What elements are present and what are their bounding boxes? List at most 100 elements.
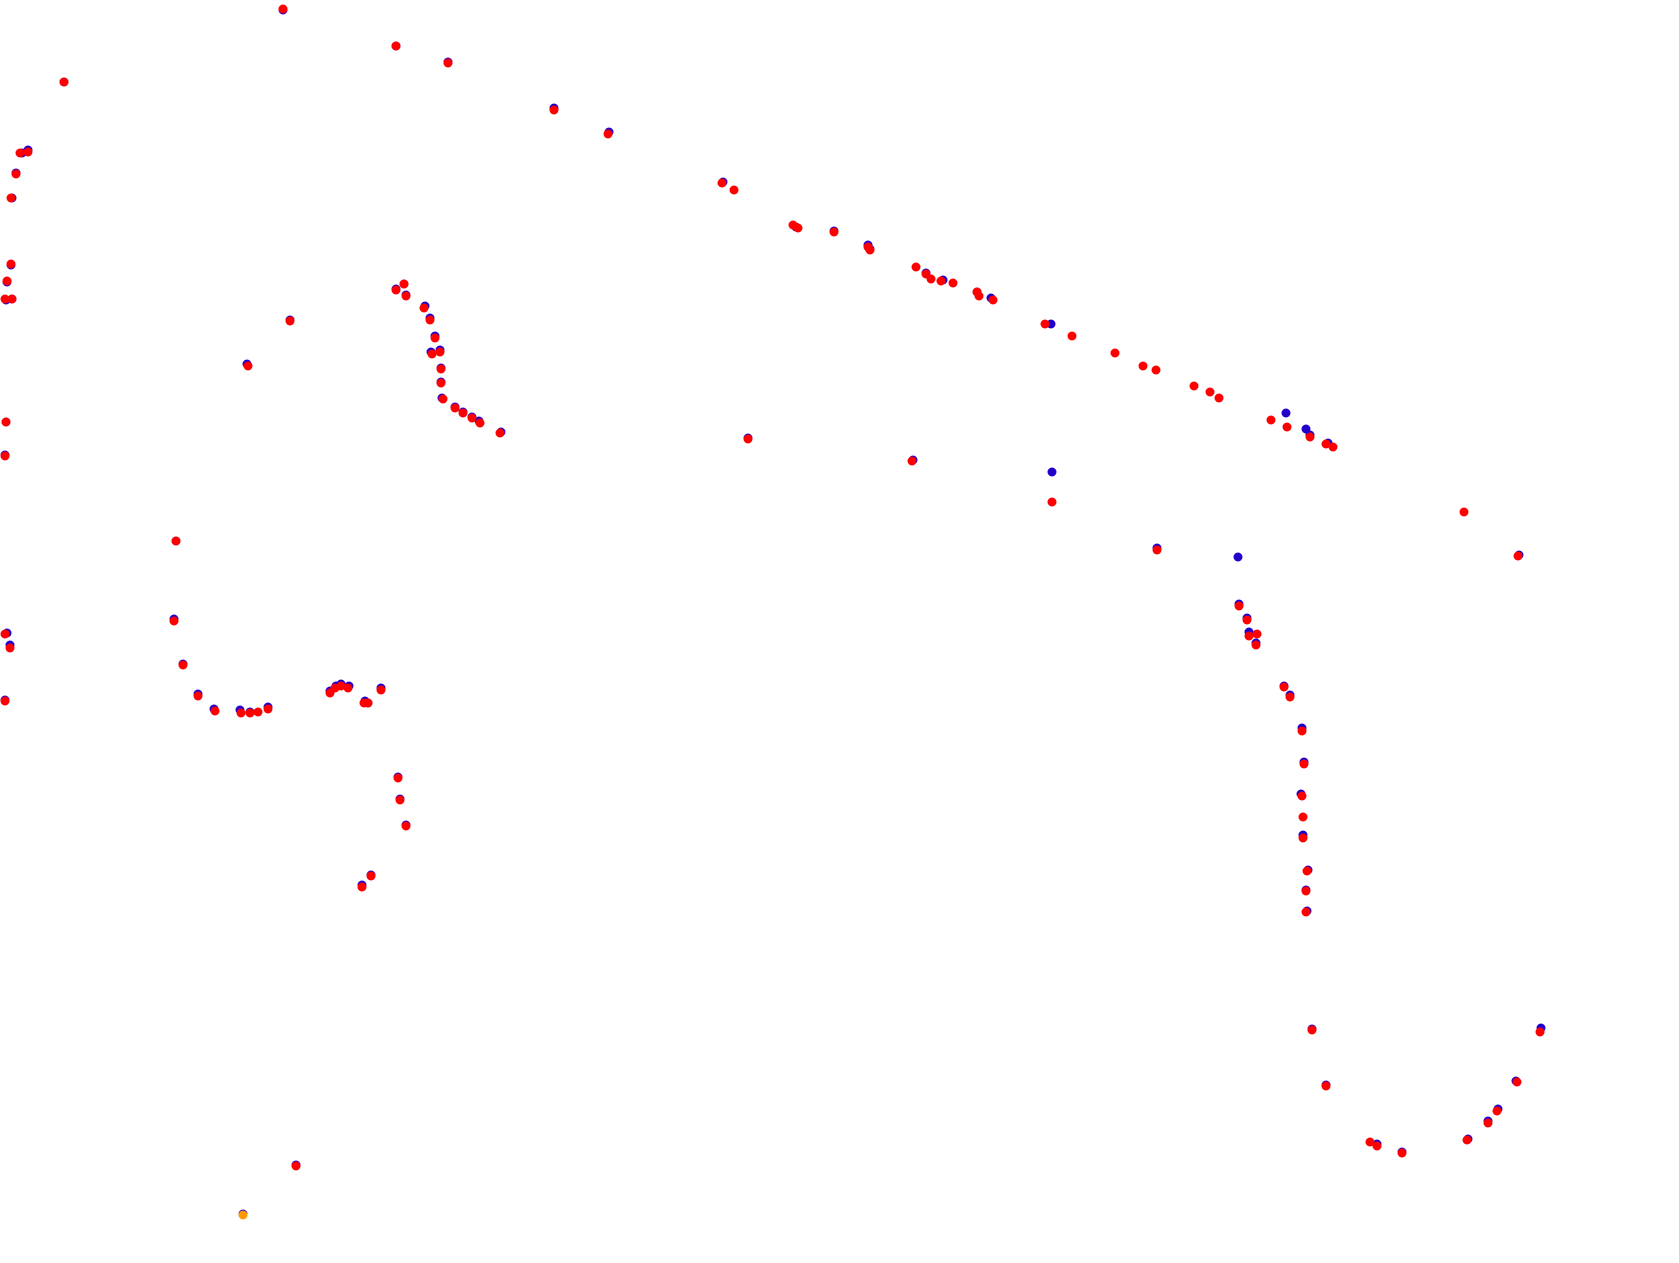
scatter-point-s1-29 — [1040, 319, 1050, 329]
scatter-point-s1-82 — [1279, 682, 1289, 692]
scatter-point-s1-99 — [1492, 1106, 1502, 1116]
scatter-point-s1-114 — [401, 821, 411, 831]
scatter-point-s1-64 — [436, 378, 446, 388]
scatter-point-s1-52 — [245, 708, 255, 718]
scatter-point-s1-112 — [393, 773, 403, 783]
scatter-point-s1-98 — [1483, 1118, 1493, 1128]
scatter-point-s1-102 — [0, 629, 10, 639]
scatter-point-s1-85 — [1299, 759, 1309, 769]
scatter-point-s1-72 — [907, 456, 917, 466]
scatter-point-s1-61 — [427, 349, 437, 359]
scatter-point-s1-115 — [366, 871, 376, 881]
scatter-point-s1-15 — [729, 185, 739, 195]
scatter-point-s1-17 — [793, 223, 803, 233]
scatter-point-s1-97 — [1462, 1135, 1472, 1145]
scatter-point-s1-9 — [2, 276, 12, 286]
scatter-point-s1-51 — [236, 708, 246, 718]
scatter-point-s1-46 — [171, 536, 181, 546]
scatter-point-s0-54 — [1047, 467, 1057, 477]
scatter-point-s1-58 — [419, 303, 429, 313]
scatter-point-s1-67 — [458, 408, 468, 418]
scatter-point-s1-96 — [1397, 1148, 1407, 1158]
scatter-point-s1-56 — [399, 279, 409, 289]
scatter-point-s1-25 — [948, 278, 958, 288]
scatter-point-s1-113 — [395, 795, 405, 805]
scatter-point-s1-38 — [1282, 422, 1292, 432]
scatter-point-s1-80 — [1252, 629, 1262, 639]
scatter-point-s1-71 — [743, 434, 753, 444]
scatter-point-s1-75 — [1459, 507, 1469, 517]
scatter-point-s1-44 — [1, 417, 11, 427]
scatter-point-s1-5 — [15, 148, 25, 158]
scatter-point-s1-43 — [243, 361, 253, 371]
scatter-point-s1-14 — [717, 178, 727, 188]
scatter-point-s1-45 — [0, 451, 10, 461]
scatter-point-s1-0 — [278, 4, 288, 14]
scatter-point-s2-0 — [238, 1210, 248, 1220]
scatter-point-s1-77 — [1234, 601, 1244, 611]
scatter-point-s1-110 — [363, 698, 373, 708]
scatter-point-s1-117 — [291, 1161, 301, 1171]
scatter-point-s1-48 — [178, 660, 188, 670]
points-layer — [0, 4, 1546, 1220]
scatter-point-s1-76 — [1513, 551, 1523, 561]
scatter-point-s1-81 — [1251, 640, 1261, 650]
scatter-point-s1-27 — [974, 291, 984, 301]
scatter-point-s1-104 — [0, 696, 10, 706]
scatter-point-s1-78 — [1242, 615, 1252, 625]
scatter-point-s1-88 — [1298, 833, 1308, 843]
scatter-point-s1-6 — [11, 169, 21, 179]
scatter-point-s1-13 — [603, 129, 613, 139]
scatter-point-s1-90 — [1301, 886, 1311, 896]
scatter-point-s1-66 — [450, 403, 460, 413]
scatter-point-s1-11 — [0, 294, 10, 304]
scatter-point-s1-49 — [193, 691, 203, 701]
scatter-point-s1-57 — [401, 291, 411, 301]
scatter-point-s1-108 — [343, 683, 353, 693]
scatter-point-s1-65 — [438, 394, 448, 404]
scatter-point-s1-100 — [1512, 1077, 1522, 1087]
scatter-point-s1-116 — [357, 882, 367, 892]
scatter-point-s1-107 — [336, 681, 346, 691]
scatter-point-s1-89 — [1302, 866, 1312, 876]
scatter-point-s1-32 — [1138, 361, 1148, 371]
scatter-point-s1-12 — [549, 105, 559, 115]
scatter-point-s1-92 — [1307, 1025, 1317, 1035]
scatter-point-s1-83 — [1285, 692, 1295, 702]
scatter-point-s1-20 — [865, 245, 875, 255]
scatter-point-s1-68 — [467, 413, 477, 423]
scatter-point-s1-79 — [1244, 631, 1254, 641]
scatter-point-s1-69 — [475, 418, 485, 428]
scatter-point-s1-62 — [435, 347, 445, 357]
scatter-point-s1-70 — [495, 428, 505, 438]
scatter-point-s1-84 — [1297, 726, 1307, 736]
scatter-point-s1-4 — [23, 147, 33, 157]
scatter-point-s1-101 — [1535, 1027, 1545, 1037]
scatter-point-s1-41 — [1328, 442, 1338, 452]
scatter-point-s1-40 — [1321, 439, 1331, 449]
scatter-point-s0-57 — [1281, 408, 1291, 418]
scatter-point-s1-47 — [169, 616, 179, 626]
scatter-point-s1-111 — [376, 685, 386, 695]
scatter-point-s1-30 — [1067, 331, 1077, 341]
scatter-point-s1-8 — [6, 259, 16, 269]
scatter-point-s1-54 — [263, 704, 273, 714]
scatter-point-s1-50 — [210, 706, 220, 716]
scatter-point-s1-37 — [1266, 415, 1276, 425]
scatter-point-s1-91 — [1301, 907, 1311, 917]
scatter-point-s1-34 — [1189, 381, 1199, 391]
scatter-point-s1-2 — [443, 58, 453, 68]
scatter-point-s1-35 — [1205, 387, 1215, 397]
scatter-point-s1-7 — [6, 193, 16, 203]
scatter-point-s1-24 — [936, 276, 946, 286]
scatter-point-s1-55 — [391, 285, 401, 295]
scatter-point-s1-28 — [988, 295, 998, 305]
scatter-point-s1-103 — [5, 643, 15, 653]
scatter-point-s0-56 — [1233, 552, 1243, 562]
scatter-point-s1-53 — [253, 707, 263, 717]
scatter-point-s1-1 — [391, 41, 401, 51]
scatter-point-s1-86 — [1297, 791, 1307, 801]
scatter-point-s1-60 — [430, 333, 440, 343]
